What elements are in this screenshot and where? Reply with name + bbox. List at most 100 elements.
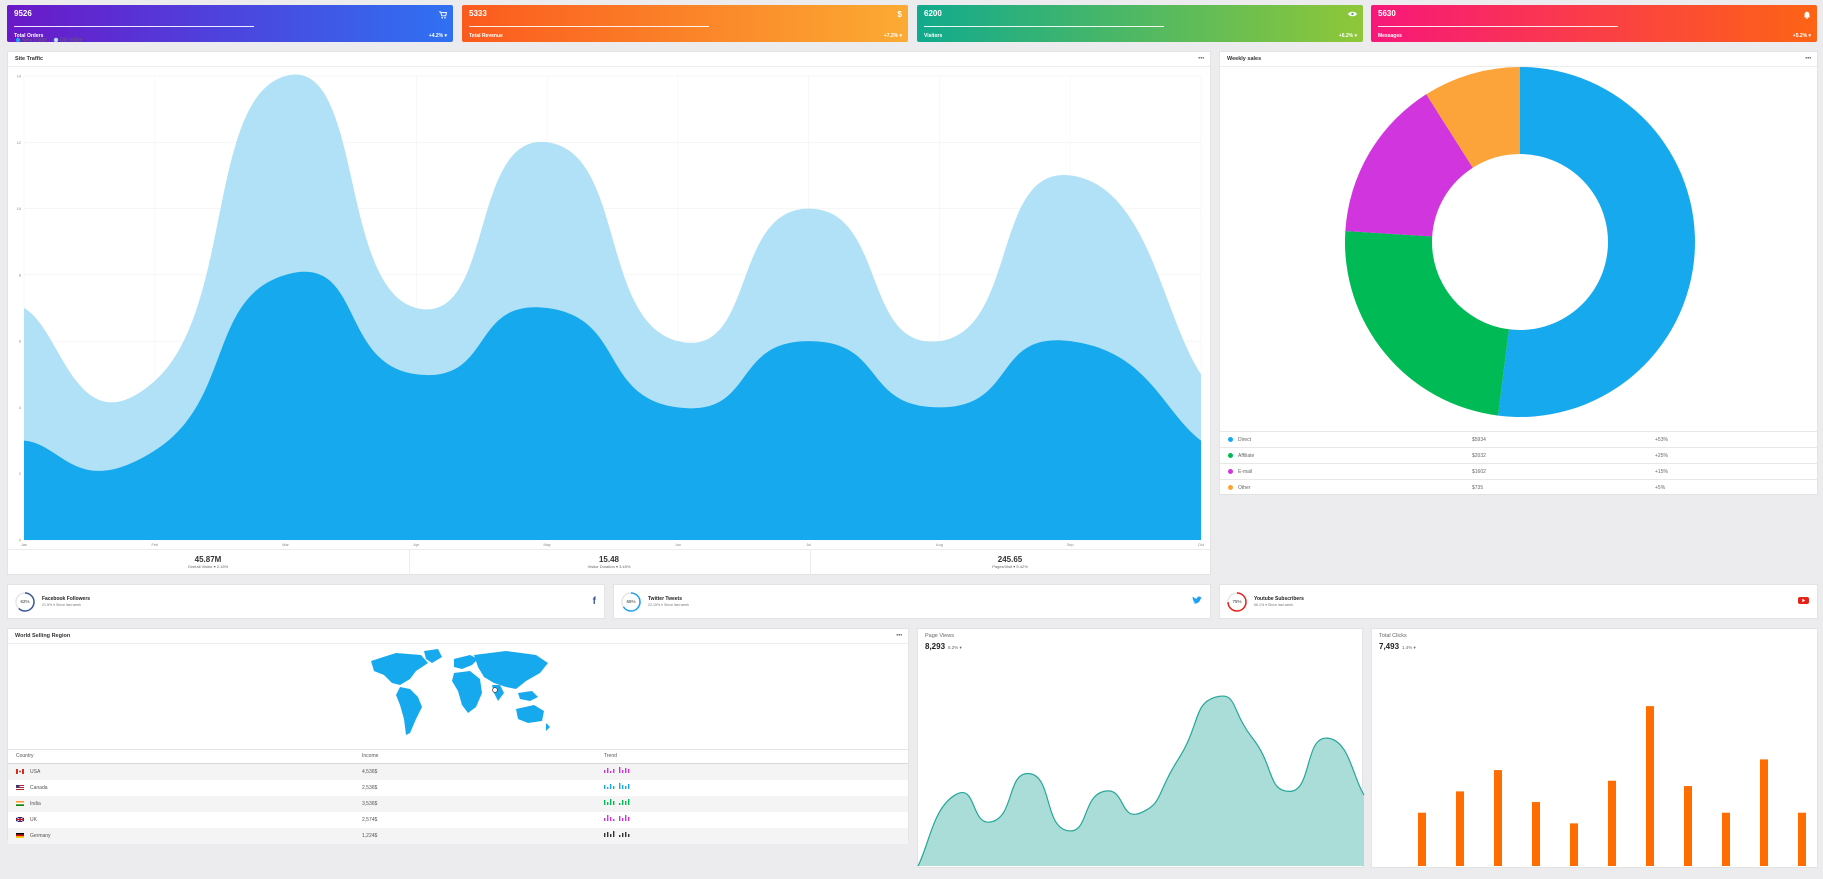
country-name: Canada: [30, 785, 48, 791]
sparkline-bar: [622, 833, 624, 837]
country-name: Germany: [30, 833, 51, 839]
sales-row: Affiliate $2032 +25%: [1220, 447, 1817, 464]
sparkline-bar: [610, 834, 612, 837]
sparkline-bar: [604, 770, 606, 773]
more-menu-icon[interactable]: ···: [896, 630, 903, 640]
social-subtitle: 22.15% ▾ Since last week: [648, 603, 689, 607]
sparkline-bar: [619, 803, 621, 805]
sparkline-bar: [607, 815, 609, 821]
divider: [8, 549, 1210, 550]
more-menu-icon[interactable]: ···: [1805, 53, 1812, 63]
sparkline-bar: [610, 771, 612, 773]
sparkline-bar: [613, 769, 615, 773]
kpi-value: 5630: [1378, 9, 1396, 18]
table-row[interactable]: Germany 1,224$: [8, 828, 908, 844]
sales-percent: +25%: [1655, 453, 1668, 459]
kpi-progress: [469, 26, 709, 27]
donut-slice-direct: [1498, 67, 1695, 417]
kpi-messages[interactable]: 5630 Messages +5.2% ▾: [1371, 5, 1817, 42]
country-income: 2,574$: [362, 817, 378, 823]
legend-label: Old Visitor: [60, 38, 83, 44]
y-tick-label: 4: [19, 406, 21, 410]
page-views-delta: 5.2% ▾: [948, 645, 962, 650]
dollar-icon: $: [897, 10, 902, 19]
country-name: UK: [30, 817, 37, 823]
sales-channel: Affiliate: [1238, 453, 1255, 459]
sparkline-bar: [613, 819, 615, 821]
sparkline-bar: [619, 783, 621, 789]
click-bar: [1570, 823, 1578, 866]
social-percent: 62%: [20, 599, 30, 604]
sparkline-bar: [610, 817, 612, 821]
kpi-delta: +4.2% ▾: [428, 33, 447, 39]
weekly-sales-card: Weekly sales ··· Direct $5934 +53% Affil…: [1219, 51, 1818, 495]
click-bar: [1646, 706, 1654, 866]
world-map[interactable]: [366, 649, 556, 745]
card-title: World Selling Region: [15, 633, 71, 639]
trend-sparkline: [604, 783, 630, 789]
social-card-twitter[interactable]: 65% Twitter Tweets 22.15% ▾ Since last w…: [613, 584, 1211, 619]
sales-row: Other $735 +5%: [1220, 479, 1817, 496]
header-country: Country: [16, 753, 34, 759]
table-row[interactable]: India 3,536$: [8, 796, 908, 812]
country-income: 1,224$: [362, 833, 378, 839]
flag-us-icon: [16, 785, 24, 790]
sales-row: E-mail $1602 +15%: [1220, 463, 1817, 480]
social-percent: 65%: [626, 599, 636, 604]
x-tick-label: Jun: [675, 543, 681, 547]
kpi-total-revenue[interactable]: 5333 $ Total Revenue +7.2% ▾: [462, 5, 908, 42]
sales-swatch: [1228, 485, 1233, 490]
table-row[interactable]: USA 4,536$: [8, 764, 908, 780]
sparkline-bar: [610, 799, 612, 805]
y-tick-label: 8: [19, 273, 21, 277]
social-card-facebook[interactable]: 62% Facebook Followers 21.5% ▾ Since las…: [7, 584, 605, 619]
card-title: Weekly sales: [1227, 56, 1262, 62]
sparkline-bar: [622, 818, 624, 821]
kpi-visitors[interactable]: 6200 Visitors +6.2% ▾: [917, 5, 1363, 42]
table-row[interactable]: Canada 2,536$: [8, 780, 908, 796]
social-card-youtube[interactable]: 75% Youtube Subscribers 56.1% ▾ Since la…: [1219, 584, 1818, 619]
divider: [8, 643, 908, 644]
progress-ring: [1227, 592, 1247, 612]
legend-item[interactable]: New Visitor: [15, 38, 48, 44]
social-subtitle: 21.5% ▾ Since last week: [42, 603, 81, 607]
sparkline-bar: [622, 785, 624, 789]
sparkline-bar: [628, 784, 630, 789]
kpi-label: Visitors: [924, 33, 943, 39]
trend-sparkline: [604, 831, 630, 837]
sparkline-bar: [625, 801, 627, 805]
kpi-label: Messages: [1378, 33, 1402, 39]
sparkline-bar: [625, 768, 627, 773]
country-name: India: [30, 801, 41, 807]
x-tick-label: Aug: [936, 543, 943, 547]
page-views-line: [917, 695, 1365, 867]
kpi-total-orders[interactable]: 9526 Total Orders +4.2% ▾: [7, 5, 453, 42]
more-menu-icon[interactable]: ···: [1198, 53, 1205, 63]
kpi-value: 6200: [924, 9, 942, 18]
divider: [8, 66, 1210, 67]
social-percent: 75%: [1232, 599, 1242, 604]
sparkline-bar: [628, 799, 630, 805]
progress-ring: [621, 592, 641, 612]
donut-slice-other: [1426, 67, 1520, 168]
eye-icon: [1348, 11, 1357, 17]
kpi-delta: +5.2% ▾: [1792, 33, 1811, 39]
kpi-label: Total Revenue: [469, 33, 503, 39]
country-income: 4,536$: [362, 769, 378, 775]
y-tick-label: 2: [19, 472, 21, 476]
table-row[interactable]: UK 2,574$: [8, 812, 908, 828]
flag-in-icon: [16, 801, 24, 806]
divider: [1220, 66, 1817, 67]
divider: [810, 550, 811, 576]
sales-swatch: [1228, 437, 1233, 442]
click-bar: [1532, 802, 1540, 866]
click-bar: [1722, 812, 1730, 866]
sales-amount: $5934: [1472, 437, 1486, 443]
sparkline-bar: [619, 816, 621, 821]
flag-uk-icon: [15, 816, 25, 823]
progress-ring: [15, 592, 35, 612]
y-tick-label: 6: [19, 340, 21, 344]
legend-item[interactable]: Old Visitor: [53, 38, 84, 44]
stat-value: 45.87M: [194, 555, 222, 564]
trend-sparkline: [604, 767, 630, 773]
